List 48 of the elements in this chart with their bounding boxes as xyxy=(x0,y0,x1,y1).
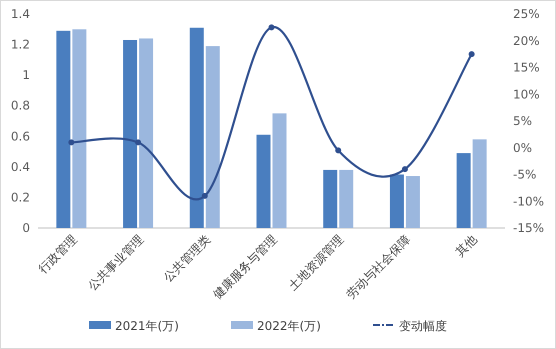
point xyxy=(135,139,142,146)
x-tick-label: 公共管理类 xyxy=(160,232,213,285)
x-tick-label: 公共事业管理 xyxy=(85,232,146,294)
y-tick-label: 0.4 xyxy=(10,160,30,174)
bar xyxy=(272,113,286,228)
x-tick-label: 其他 xyxy=(452,232,480,260)
bar xyxy=(56,30,70,228)
bar xyxy=(323,170,338,228)
bar xyxy=(406,176,420,228)
y2-tick-label: 25% xyxy=(513,7,540,21)
y2-tick-label: -15% xyxy=(513,221,544,235)
legend-label: 2022年(万) xyxy=(257,319,321,333)
bar xyxy=(390,174,404,228)
x-tick-label: 行政管理 xyxy=(36,232,80,276)
bar xyxy=(472,139,487,228)
y2-tick-label: 20% xyxy=(513,34,540,48)
y-tick-label: 0 xyxy=(22,221,30,235)
bar xyxy=(256,134,270,228)
point xyxy=(202,192,208,199)
y2-tick-label: 15% xyxy=(513,60,540,74)
point xyxy=(402,166,408,172)
point xyxy=(68,139,74,146)
bar xyxy=(72,29,86,228)
x-tick-label: 劳动与社会保障 xyxy=(344,232,414,302)
y-tick-label: 1.4 xyxy=(10,7,30,21)
y2-tick-label: 5% xyxy=(513,114,532,128)
y-tick-label: 0.2 xyxy=(10,190,30,204)
y2-tick-label: -5% xyxy=(513,168,536,182)
x-tick-label: 健康服务与管理 xyxy=(210,232,280,302)
bar xyxy=(456,153,471,228)
x-tick-label: 土地资源管理 xyxy=(286,232,346,294)
bar xyxy=(139,38,154,228)
y2-tick-label: 0% xyxy=(513,140,532,155)
bar xyxy=(339,170,354,228)
bar xyxy=(190,28,204,228)
point xyxy=(335,147,342,154)
y2-tick-label: -10% xyxy=(513,194,544,208)
bar xyxy=(123,40,138,228)
y-tick-label: 1.2 xyxy=(10,38,30,52)
y-tick-label: 0.8 xyxy=(10,98,30,113)
legend-label: 2021年(万) xyxy=(115,319,179,333)
legend-label: 变动幅度 xyxy=(399,319,447,333)
bar xyxy=(206,46,220,228)
point xyxy=(268,24,274,30)
y-tick-label: 1 xyxy=(22,68,30,82)
point xyxy=(468,51,475,58)
y-tick-label: 0.6 xyxy=(10,129,30,144)
y2-tick-label: 10% xyxy=(513,87,540,102)
